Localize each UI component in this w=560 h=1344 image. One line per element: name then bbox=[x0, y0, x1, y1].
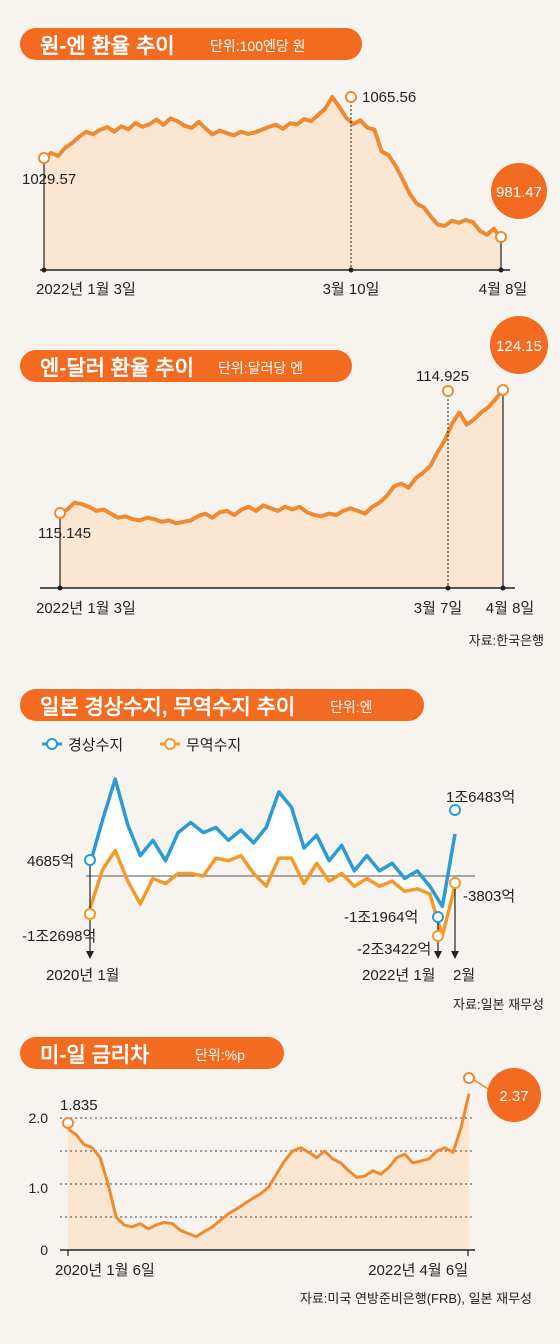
y-tick-label: 0 bbox=[40, 1242, 48, 1258]
x-label-end: 4월 8일 bbox=[486, 600, 534, 617]
y-tick-label: 1.0 bbox=[29, 1180, 49, 1196]
rate-line bbox=[59, 388, 505, 526]
x-label-start: 2022년 1월 3일 bbox=[36, 281, 136, 298]
x-tick-dot bbox=[41, 267, 47, 273]
x-label-end: 2022년 4월 6일 bbox=[368, 1262, 468, 1279]
x-label-jan: 2022년 1월 bbox=[362, 967, 435, 984]
source-label: 자료:한국은행 bbox=[469, 633, 544, 648]
panel-japan-balance: 일본 경상수지, 무역수지 추이 단위:엔 경상수지 무역수지 4685억 -1… bbox=[20, 689, 544, 1012]
rate-line bbox=[42, 95, 503, 241]
start-marker bbox=[62, 1117, 74, 1129]
current-jan-label: -1조1964억 bbox=[344, 909, 418, 926]
current-start-label: 4685억 bbox=[27, 853, 74, 870]
unit-label: 단위:%p bbox=[195, 1047, 245, 1063]
mar7-marker bbox=[442, 385, 454, 397]
source-label: 자료:미국 연방준비은행(FRB), 일본 재무성 bbox=[300, 1291, 532, 1306]
title-pill bbox=[20, 28, 362, 60]
chart-title: 원-엔 환율 추이 bbox=[40, 35, 175, 58]
x-label-feb: 2월 bbox=[453, 967, 475, 984]
trade-balance-line bbox=[88, 848, 457, 938]
chart-title: 엔-달러 환율 추이 bbox=[40, 357, 194, 380]
start-value-label: 1029.57 bbox=[22, 171, 76, 188]
chart-title: 일본 경상수지, 무역수지 추이 bbox=[40, 696, 295, 719]
peak-marker bbox=[345, 91, 357, 103]
title-pill bbox=[20, 689, 424, 721]
jan-arrowhead bbox=[434, 951, 442, 959]
panel-won-yen: 원-엔 환율 추이 단위:100엔당 원 1029.57 1065.56 981… bbox=[20, 28, 547, 298]
start-marker bbox=[38, 152, 50, 164]
unit-label: 단위:달러당 엔 bbox=[218, 360, 303, 376]
x-label-end: 4월 8일 bbox=[479, 281, 527, 298]
y-tick-label: 2.0 bbox=[29, 1110, 49, 1126]
legend-current-dot bbox=[46, 738, 58, 750]
between-fill bbox=[90, 779, 455, 936]
title-pill bbox=[20, 1037, 284, 1069]
source-label: 자료:일본 재무성 bbox=[453, 997, 544, 1012]
end-callout bbox=[473, 1079, 491, 1091]
x-label-mar7: 3월 7일 bbox=[414, 600, 462, 617]
x-tick-dot bbox=[445, 585, 451, 591]
grid bbox=[60, 1117, 475, 1218]
title-pill bbox=[20, 350, 352, 382]
end-value-bubble bbox=[487, 1068, 541, 1122]
area-fill bbox=[44, 97, 501, 270]
x-label-start: 2022년 1월 3일 bbox=[36, 600, 136, 617]
x-label-start: 2020년 1월 6일 bbox=[55, 1262, 155, 1279]
current-start-marker bbox=[84, 854, 96, 866]
end-value-label: 981.47 bbox=[496, 184, 542, 201]
end-marker bbox=[495, 231, 507, 243]
legend: 경상수지 무역수지 bbox=[42, 737, 241, 754]
unit-label: 단위:엔 bbox=[330, 699, 373, 715]
x-tick-dot bbox=[57, 585, 63, 591]
trade-jan-label: -2조3422억 bbox=[357, 941, 431, 958]
trade-jan-marker bbox=[432, 930, 444, 942]
panel-yen-dollar: 엔-달러 환율 추이 단위:달러당 엔 115.145 114.925 124.… bbox=[20, 316, 548, 648]
current-feb-marker bbox=[449, 804, 461, 816]
end-value-bubble bbox=[491, 163, 547, 219]
mar7-value-label: 114.925 bbox=[416, 368, 469, 385]
current-feb-label: 1조6483억 bbox=[446, 789, 515, 806]
end-value-bubble bbox=[490, 316, 548, 374]
unit-label: 단위:100엔당 원 bbox=[210, 38, 306, 54]
start-arrowhead bbox=[86, 951, 94, 959]
end-marker bbox=[497, 384, 509, 396]
start-value-label: 115.145 bbox=[38, 525, 91, 542]
end-value-label: 124.15 bbox=[496, 338, 542, 355]
end-marker bbox=[463, 1072, 475, 1084]
trade-start-label: -1조2698억 bbox=[22, 928, 96, 945]
current-jan-marker bbox=[432, 911, 444, 923]
legend-trade-label: 무역수지 bbox=[186, 737, 241, 754]
current-account-line bbox=[88, 777, 457, 909]
chart-title: 미-일 금리차 bbox=[40, 1044, 150, 1067]
trade-start-marker bbox=[84, 908, 96, 920]
peak-value-label: 1065.56 bbox=[362, 89, 416, 106]
x-tick-dot bbox=[498, 267, 504, 273]
x-label-start: 2020년 1월 bbox=[46, 967, 119, 984]
x-tick-dot bbox=[500, 585, 506, 591]
legend-current-label: 경상수지 bbox=[68, 737, 123, 754]
x-tick-dot bbox=[348, 267, 354, 273]
x-label-peak: 3월 10일 bbox=[323, 281, 380, 298]
end-value-label: 2.37 bbox=[499, 1088, 528, 1105]
area-fill bbox=[60, 390, 503, 588]
gap-line bbox=[67, 1093, 471, 1239]
panel-rate-gap: 미-일 금리차 단위:%p 0 1.0 2.0 1.835 2.37 2020년… bbox=[20, 1037, 541, 1306]
trade-feb-label: -3803억 bbox=[463, 888, 515, 905]
feb-arrowhead bbox=[451, 951, 459, 959]
trade-feb-marker bbox=[449, 877, 461, 889]
legend-trade-dot bbox=[164, 738, 176, 750]
start-value-label: 1.835 bbox=[60, 1097, 98, 1114]
start-marker bbox=[54, 507, 66, 519]
area-fill bbox=[68, 1093, 469, 1250]
